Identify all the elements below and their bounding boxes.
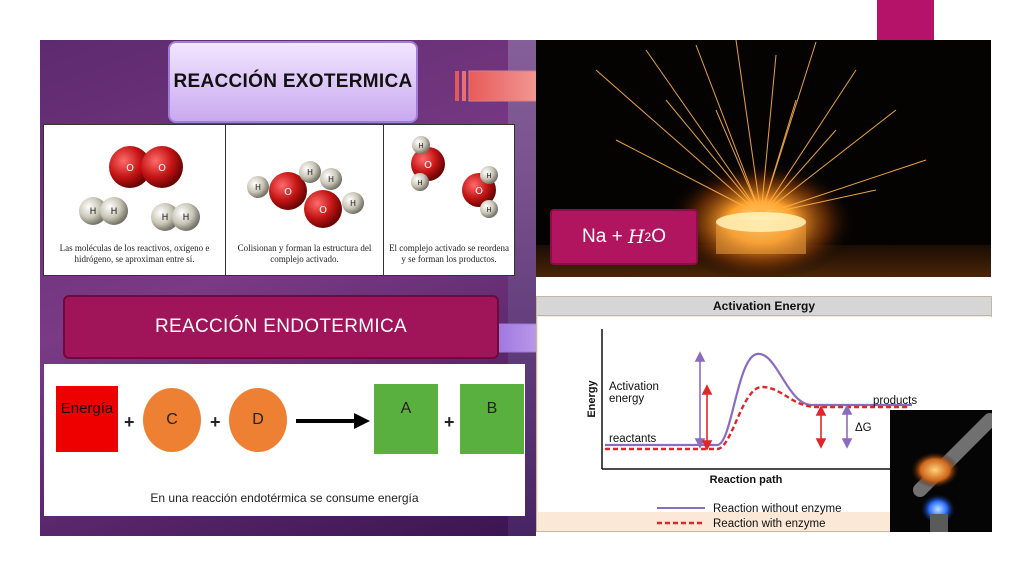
x-axis-label: Reaction path (710, 474, 783, 486)
product-a: A (374, 384, 438, 454)
activated-complex-image: O O H H H H (247, 161, 364, 228)
exothermic-title: REACCIÓN EXOTERMICA (173, 71, 413, 92)
plus-sign: + (444, 412, 455, 432)
svg-text:O: O (284, 187, 292, 198)
annotation-delta-g: ΔG (855, 422, 872, 434)
formula-o: O (651, 226, 666, 247)
svg-text:O: O (126, 163, 134, 174)
svg-text:H: H (111, 207, 118, 217)
svg-text:H: H (307, 168, 313, 177)
svg-text:H: H (350, 199, 356, 208)
plus-sign: + (210, 412, 221, 432)
formula-h: H (627, 226, 645, 248)
annotation-reactants: reactants (609, 433, 657, 445)
molecule-caption-3: El complejo activado se reordena y se fo… (389, 243, 509, 264)
activation-arrow-red (701, 384, 713, 451)
plus-sign: + (124, 412, 135, 432)
endothermic-title: REACCIÓN ENDOTERMICA (155, 316, 407, 337)
y-axis-label: Energy (586, 379, 598, 417)
svg-text:O: O (424, 160, 432, 171)
formula-plus: + (611, 226, 623, 247)
product-b: B (460, 384, 524, 454)
activation-energy-chart: Activation Energy Energy Reaction path (536, 296, 992, 532)
annotation-products: products (873, 395, 917, 407)
delta-g-arrow-red (815, 405, 827, 449)
svg-text:H: H (418, 142, 423, 150)
endothermic-title-box: REACCIÓN ENDOTERMICA (63, 295, 499, 359)
energy-box: Energía (56, 386, 118, 452)
reactant-d: D (229, 388, 287, 452)
svg-text:H: H (162, 213, 169, 223)
svg-text:H: H (183, 213, 190, 223)
svg-text:H: H (486, 206, 491, 214)
activation-arrow-purple (694, 351, 706, 449)
chart-title: Activation Energy (537, 297, 991, 316)
formula-na: Na (581, 226, 607, 247)
svg-text:O: O (319, 205, 327, 216)
formula-sub: 2 (644, 230, 652, 244)
molecule-step-3: O O H H H H El complejo activado se reor… (384, 125, 514, 275)
svg-text:O: O (475, 186, 483, 197)
svg-text:O: O (158, 163, 166, 174)
molecule-caption-1: Las moléculas de los reactivos, oxígeno … (59, 243, 210, 264)
exothermic-title-box: REACCIÓN EXOTERMICA (168, 41, 418, 123)
test-tube-flame-photo (890, 410, 992, 532)
svg-text:H: H (486, 172, 491, 180)
reaction-arrow-icon (296, 413, 370, 429)
legend-label-with-enzyme: Reaction with enzyme (713, 518, 826, 530)
series-without-enzyme (605, 352, 912, 447)
annotation-activation-energy-line2: energy (609, 393, 644, 405)
delta-g-arrow-purple (841, 404, 853, 449)
series-with-enzyme (605, 385, 909, 451)
svg-text:H: H (255, 183, 261, 192)
svg-text:H: H (417, 179, 422, 187)
equation-caption: En una reacción endotérmica se consume e… (150, 491, 419, 505)
molecule-caption-2: Colisionan y forman la estructura del co… (237, 243, 372, 264)
molecule-step-2: O O H H H H Colisionan y forman la estru… (226, 125, 384, 275)
flame-image (890, 410, 992, 532)
annotation-activation-energy-line1: Activation (609, 381, 659, 393)
molecule-illustration: O O H H H H Las moléculas de los reactiv… (43, 124, 515, 276)
endothermic-equation-panel: Energía + C + D A + B En una reacción en… (44, 364, 525, 516)
svg-text:H: H (328, 175, 334, 184)
accent-tab (877, 0, 934, 40)
reactant-molecules-image: O O H H H H (79, 146, 200, 231)
product-molecules-image: O O H H H H (411, 136, 498, 218)
legend-label-without-enzyme: Reaction without enzyme (713, 503, 841, 515)
svg-text:H: H (90, 207, 97, 217)
molecule-step-1: O O H H H H Las moléculas de los reactiv… (44, 125, 226, 275)
reactant-c: C (143, 388, 201, 452)
